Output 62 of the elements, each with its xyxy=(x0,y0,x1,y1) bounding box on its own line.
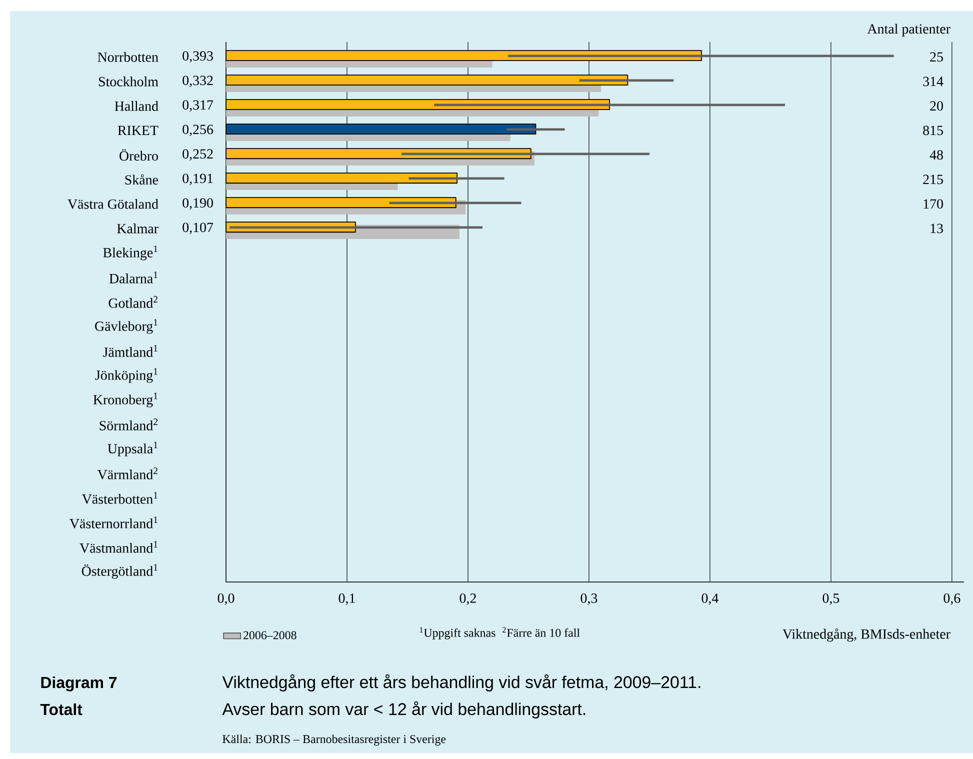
text: $^{1}$Uppgift saknas xyxy=(420,627,496,640)
data-label: 0,317 xyxy=(182,100,214,112)
text: $^{2}$Färre än 10 fall xyxy=(502,627,580,637)
y-tick-label: Kronoberg$^{1}$ xyxy=(93,392,158,408)
y2-tick-label: 815 xyxy=(923,126,943,136)
y2-tick-label: 314 xyxy=(923,76,944,86)
y2-tick-label: 48 xyxy=(930,150,943,160)
bar xyxy=(226,197,456,208)
data-label: 0,393 xyxy=(182,51,213,63)
bar xyxy=(226,50,702,62)
x-tick-label: 0,1 xyxy=(338,594,355,605)
text: Totalt xyxy=(40,703,82,716)
y-tick-label: Stockholm xyxy=(98,76,158,86)
data-label: 0,256 xyxy=(182,124,214,136)
y-tick-label: Västerbotten$^{1}$ xyxy=(82,492,158,504)
x-tick-label: 0,3 xyxy=(580,594,598,605)
data-label: 0,252 xyxy=(182,149,213,161)
y2-tick-label: 25 xyxy=(930,52,943,62)
data-label: 0,191 xyxy=(182,174,213,186)
y-tick-label: Gävleborg$^{1}$ xyxy=(95,319,158,334)
y-tick-label: Jämtland$^{1}$ xyxy=(103,345,158,357)
data-label: 0,190 xyxy=(182,198,213,210)
y-tick-label: Norrbotten xyxy=(98,52,158,62)
y-tick-label: Uppsala$^{1}$ xyxy=(108,442,158,456)
y-tick-label: Östergötland$^{1}$ xyxy=(82,564,158,579)
y-tick-label: Örebro xyxy=(120,149,158,161)
y-tick-label: Kalmar xyxy=(117,224,158,234)
text: Viktnedgång efter ett års behandling vid svår fetma, 2009–2011. xyxy=(222,674,700,692)
y2-tick-label: 13 xyxy=(930,224,943,234)
y-tick-label: Skåne xyxy=(125,174,158,185)
text: Diagram 7 xyxy=(41,676,117,692)
y-tick-label: Västernorrland$^{1}$ xyxy=(70,516,158,528)
y-tick-label: Västra Götaland xyxy=(68,198,158,209)
y-tick-label: Sörmland$^{2}$ xyxy=(100,418,158,430)
x-tick-label: 0,6 xyxy=(944,594,960,605)
text: Källa: BORIS – Barnobesitasregister i Sverige xyxy=(222,734,446,746)
y-tick-label: Dalarna$^{1}$ xyxy=(109,272,158,284)
y2-tick-label: 215 xyxy=(923,174,943,184)
x-tick-label: 0,0 xyxy=(218,594,234,605)
bar xyxy=(226,148,532,160)
bar xyxy=(226,74,628,86)
bar xyxy=(226,99,610,110)
x-tick-label: 0,4 xyxy=(702,594,718,605)
y-tick-label: RIKET xyxy=(118,126,158,136)
y-tick-label: Gotland$^{2}$ xyxy=(108,296,158,308)
data-label: 0,332 xyxy=(182,76,213,88)
x-tick-label: 0,2 xyxy=(460,594,476,605)
y2-tick-label: 20 xyxy=(930,101,943,111)
y-tick-label: Västmanland$^{1}$ xyxy=(80,541,158,553)
y2-tick-label: 170 xyxy=(924,199,943,209)
y-tick-label: Jönköping$^{1}$ xyxy=(95,368,158,383)
y-tick-label: Värmland$^{2}$ xyxy=(97,468,158,480)
x-axis-title: Viktnedgång, BMIsds-enheter xyxy=(782,628,950,642)
y2-axis-title: Antal patienter xyxy=(867,24,950,36)
text: Avser barn som var < 12 år vid behandlingsstart. xyxy=(222,701,586,718)
y-tick-label: Blekinge$^{1}$ xyxy=(103,246,158,260)
legend-label: 2006–2008 xyxy=(244,631,296,640)
x-tick-label: 0,5 xyxy=(822,594,840,605)
bar xyxy=(226,172,458,184)
y-tick-label: Halland xyxy=(114,101,158,111)
data-label: 0,107 xyxy=(182,222,214,234)
bar xyxy=(226,124,536,135)
